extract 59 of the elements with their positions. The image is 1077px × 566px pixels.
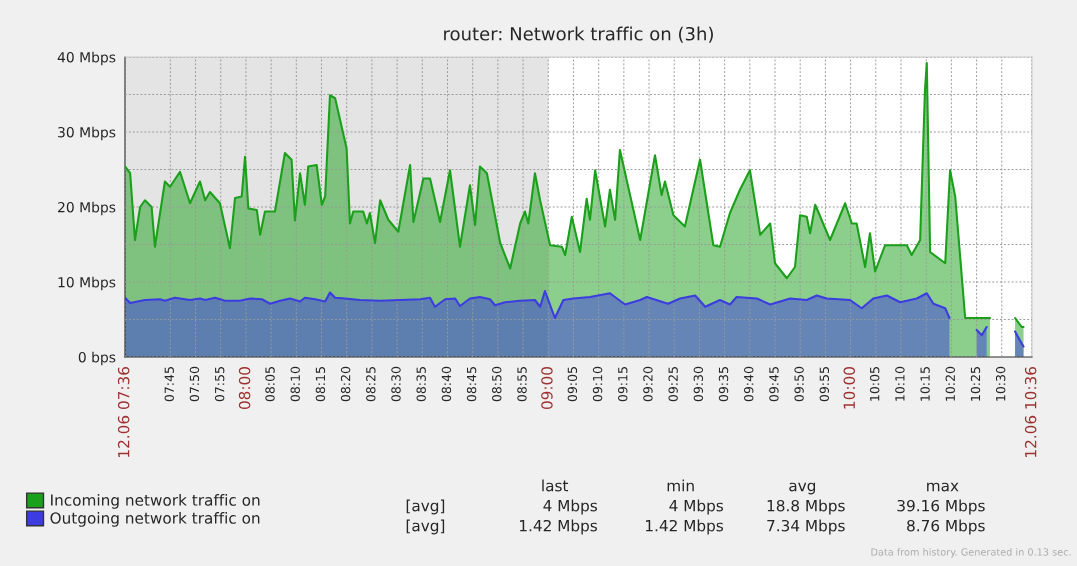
y-tick-label: 20 Mbps: [58, 201, 116, 216]
x-tick-label: 09:15: [618, 367, 628, 402]
x-tick-label: 08:05: [265, 367, 275, 402]
x-tick-label: 10:10: [895, 366, 905, 401]
text: avg: [789, 482, 816, 495]
y-tick-label: 0 bps: [78, 351, 116, 366]
text: 18.8 Mbps: [767, 499, 845, 515]
x-tick-label: 09:10: [592, 366, 603, 402]
x-tick-label: 10:15: [920, 367, 930, 401]
x-tick-label: 09:50: [794, 366, 804, 402]
x-tick-label: 09:40: [744, 366, 754, 402]
x-tick-label: 09:45: [769, 367, 779, 402]
x-tick-label: 08:50: [492, 366, 502, 402]
text: max: [927, 482, 959, 492]
x-tick-label: 08:40: [441, 366, 452, 402]
y-tick-label: 30 Mbps: [58, 126, 116, 141]
x-tick-label: 12.06 07:36: [117, 366, 130, 457]
x-tick-label: 08:30: [391, 366, 401, 402]
x-tick-label: 09:20: [643, 366, 653, 402]
x-tick-label: 10:20: [945, 366, 955, 401]
legend-label: Outgoing network traffic on: [50, 511, 260, 527]
x-tick-label: 10:00: [843, 367, 856, 409]
x-tick-label: 08:25: [366, 367, 376, 402]
text: 4 Mbps: [669, 499, 723, 515]
text: 39.16 Mbps: [897, 499, 985, 515]
text: [avg]: [406, 499, 445, 515]
x-tick-label: 08:35: [416, 367, 426, 402]
x-tick-label: 08:10: [290, 366, 300, 402]
text: 1.42 Mbps: [646, 519, 723, 535]
x-tick-label: 08:20: [340, 366, 351, 402]
x-tick-label: 08:45: [466, 367, 477, 402]
x-tick-label: 12.06 10:36: [1024, 366, 1037, 457]
x-tick-label: 08:15: [315, 367, 326, 402]
text: [avg]: [406, 519, 445, 535]
y-tick-label: 10 Mbps: [58, 276, 116, 291]
x-tick-label: 08:55: [517, 367, 527, 402]
legend-label: Incoming network traffic on: [51, 494, 260, 509]
x-tick-label: 09:35: [718, 367, 729, 402]
text: 1.42 Mbps: [520, 519, 597, 535]
x-tick-label: 09:30: [693, 366, 704, 402]
x-tick-label: 09:25: [668, 367, 678, 402]
x-tick-label: 09:05: [567, 367, 578, 402]
text: 4 Mbps: [543, 499, 597, 515]
x-tick-label: 10:05: [869, 367, 880, 401]
x-tick-label: 07:45: [164, 367, 174, 402]
text: 7.34 Mbps: [767, 519, 845, 535]
x-tick-label: 10:25: [970, 367, 981, 401]
text: Data from history. Generated in 0.13 sec.: [871, 548, 1071, 558]
x-tick-label: 10:30: [995, 366, 1006, 401]
text: 8.76 Mbps: [907, 519, 985, 535]
text: last: [542, 479, 569, 492]
x-tick-label: 09:00: [541, 367, 553, 410]
x-tick-label: 07:55: [214, 367, 225, 402]
x-tick-label: 08:00: [238, 367, 251, 410]
x-tick-label: 07:50: [189, 366, 200, 402]
text: min: [667, 479, 694, 492]
chart-title: router: Network traffic on (3h): [444, 26, 713, 43]
y-tick-label: 40 Mbps: [57, 51, 116, 66]
x-tick-label: 09:55: [819, 367, 830, 402]
